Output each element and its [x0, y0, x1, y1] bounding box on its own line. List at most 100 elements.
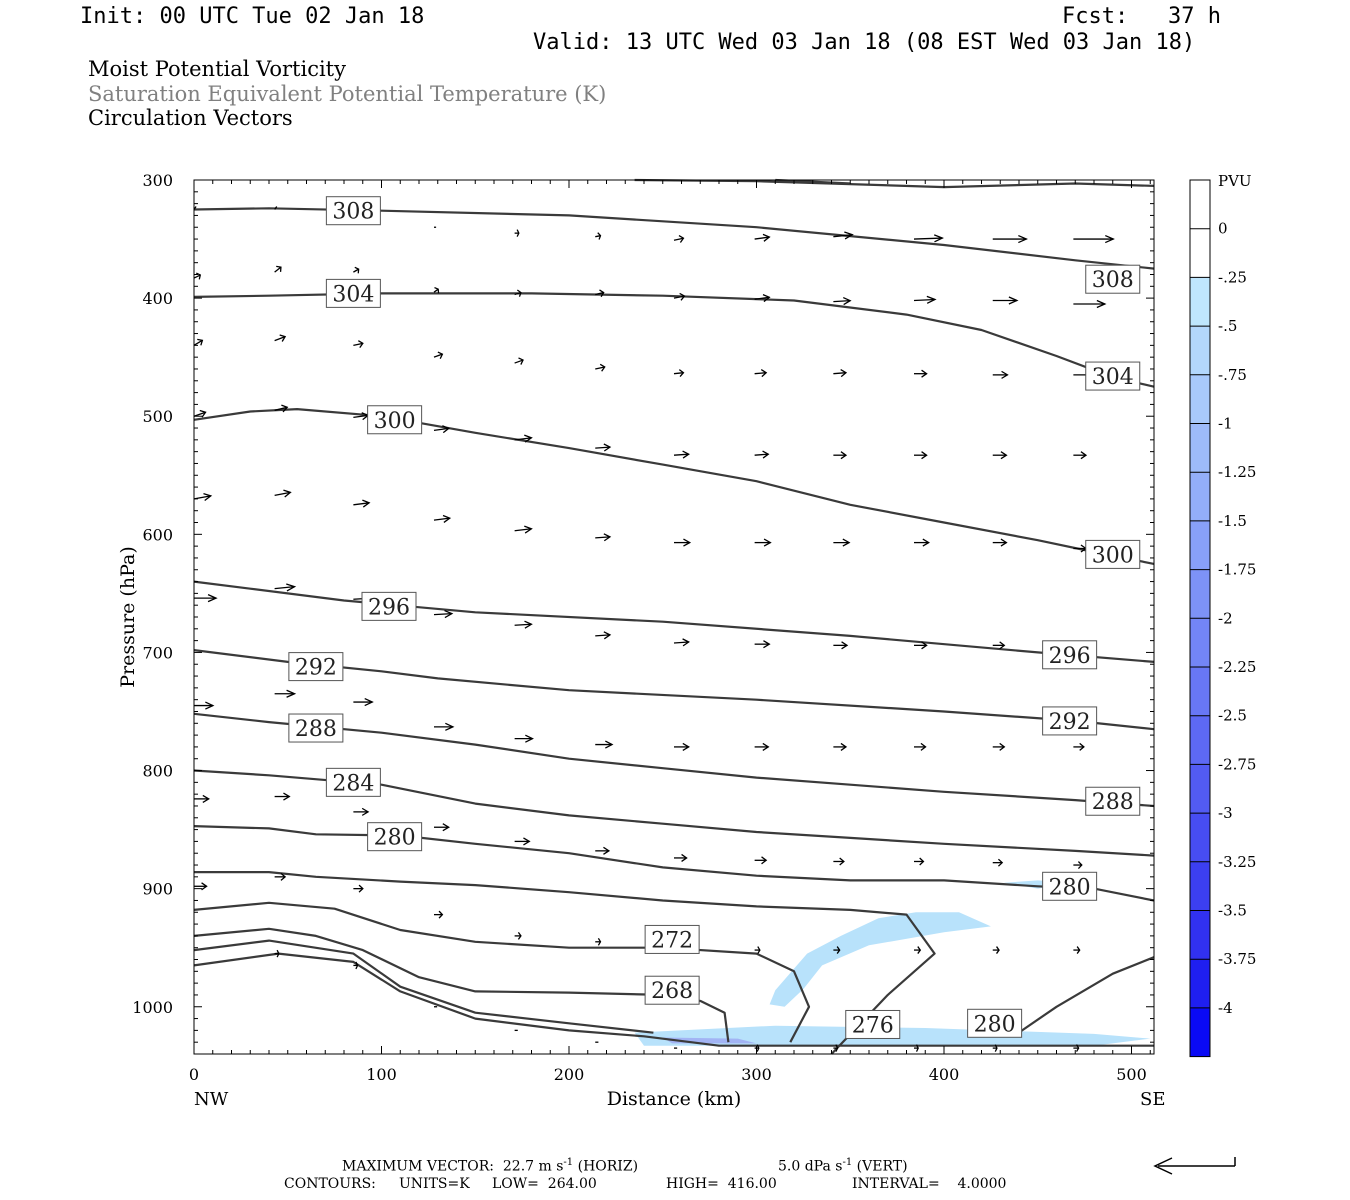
y-tick-500: 500 — [142, 407, 173, 426]
svg-text:288: 288 — [295, 717, 337, 742]
colorbar-label-7: -1.75 — [1218, 561, 1256, 579]
vector-arrow-48 — [274, 489, 292, 498]
x-end-label-right: SE — [1140, 1089, 1165, 1110]
vector-arrow-7 — [833, 231, 854, 240]
vector-arrow-39 — [514, 434, 533, 443]
max-vector-arrow-icon — [1153, 1157, 1236, 1175]
contours-units: UNITS=K — [399, 1176, 470, 1192]
vector-layer — [193, 206, 1115, 1052]
svg-text:268: 268 — [651, 979, 693, 1004]
vector-arrow-16 — [595, 289, 605, 298]
svg-text:280: 280 — [374, 826, 416, 851]
vector-arrow-17 — [673, 292, 686, 301]
vector-arrow-15 — [514, 289, 522, 297]
colorbar-label-14: -3.5 — [1218, 902, 1247, 920]
vector-arrow-27 — [514, 357, 524, 365]
vector-arrow-4 — [595, 232, 602, 240]
vector-arrow-36 — [274, 404, 289, 413]
vector-arrow-60 — [274, 583, 297, 592]
vector-arrow-51 — [514, 525, 533, 534]
svg-text:276: 276 — [852, 1013, 894, 1038]
colorbar-label-9: -2.25 — [1218, 658, 1256, 676]
vector-arrow-56 — [914, 538, 930, 547]
vector-arrow-1 — [274, 206, 278, 210]
vector-arrow-53 — [674, 538, 692, 547]
vector-arrow-71 — [194, 701, 215, 710]
colorbar-cell-7 — [1190, 520, 1210, 570]
vector-arrow-50 — [433, 514, 452, 523]
contour-label-308-0-0: 308 — [325, 196, 381, 226]
vector-arrow-38 — [433, 425, 450, 434]
vector-arrow-73 — [353, 697, 374, 707]
vector-arrow-31 — [833, 369, 848, 378]
contour-288-7 — [193, 712, 1155, 808]
contour-label-300-4-1: 300 — [1085, 539, 1141, 569]
colorbar-label-8: -2 — [1218, 609, 1233, 627]
vector-arrow-83 — [194, 794, 210, 803]
vector-arrow-103 — [833, 946, 841, 954]
vector-arrow-35 — [193, 409, 207, 418]
colorbar-cell-17 — [1190, 1007, 1210, 1057]
colorbar-cell-1 — [1190, 228, 1210, 278]
vector-arrow-55 — [833, 538, 851, 547]
init-time: Init: 00 UTC Tue 02 Jan 18 — [80, 4, 425, 29]
colorbar-cell-8 — [1190, 569, 1210, 619]
contours-interval: INTERVAL= 4.0000 — [852, 1176, 1007, 1192]
contour-272-12 — [193, 901, 811, 1043]
vector-arrow-102 — [754, 946, 761, 954]
vector-arrow-54 — [754, 538, 772, 547]
contour-label-284-8-0: 284 — [325, 767, 381, 797]
vector-arrow-93 — [992, 858, 1004, 867]
contour-label-layer: 308 308 304 304 300 300 296 296 292 292 288 288 284 2… — [288, 196, 1141, 1039]
vector-arrow-11 — [193, 272, 202, 280]
vector-arrow-59 — [194, 594, 218, 603]
colorbar-cell-15 — [1190, 910, 1210, 960]
colorbar-cell-16 — [1190, 959, 1210, 1008]
x-tick-0: 0 — [189, 1065, 199, 1084]
field-label-mpv: Moist Potential Vorticity — [88, 57, 346, 81]
vector-arrow-77 — [674, 742, 690, 751]
contour-label-280-9-2: 280 — [967, 1008, 1023, 1038]
colorbar-cell-6 — [1190, 472, 1210, 521]
vector-arrow-45 — [992, 451, 1008, 460]
vector-arrow-22 — [1073, 299, 1107, 309]
contour-label-272-12-0: 272 — [644, 924, 700, 954]
vector-arrow-25 — [353, 340, 364, 348]
contour-label-276-11-0: 276 — [845, 1009, 901, 1039]
vector-arrow-9 — [992, 234, 1028, 244]
contour-label-296-5-1: 296 — [1042, 640, 1098, 670]
vector-arrow-82 — [1073, 742, 1085, 751]
vector-arrow-33 — [992, 370, 1009, 379]
vector-arrow-97 — [353, 884, 364, 893]
vector-arrow-46 — [1073, 451, 1088, 460]
vector-arrow-108 — [353, 961, 359, 970]
colorbar-label-4: -1 — [1218, 415, 1233, 433]
forecast-hour: Fcst: 37 h — [1062, 4, 1221, 29]
colorbar-label-11: -2.75 — [1218, 755, 1256, 773]
svg-text:296: 296 — [1049, 644, 1091, 669]
pv-colorbar: 0 -.25 -.5 -.75 -1 -1.25 -1.5 -1.75 -2 -2.25 -2.5 -… — [1189, 179, 1256, 1058]
vector-arrow-106 — [1073, 946, 1081, 954]
vector-arrow-29 — [673, 369, 685, 378]
contour-300-4 — [193, 408, 1155, 565]
vector-arrow-66 — [754, 640, 771, 649]
field-label-vectors: Circulation Vectors — [88, 106, 293, 130]
vector-arrow-20 — [913, 295, 937, 304]
contour-260-15 — [193, 952, 1154, 1047]
svg-text:280: 280 — [974, 1012, 1016, 1037]
colorbar-cell-14 — [1190, 861, 1210, 911]
vector-arrow-5 — [673, 235, 685, 243]
vector-arrow-86 — [434, 823, 450, 832]
vector-arrow-52 — [595, 533, 612, 542]
vector-arrow-88 — [595, 846, 611, 855]
colorbar-cell-0 — [1190, 180, 1210, 229]
vector-arrow-32 — [914, 369, 928, 378]
colorbar-cell-10 — [1190, 667, 1210, 716]
colorbar-label-5: -1.25 — [1218, 463, 1256, 481]
contour-label-280-9-0: 280 — [367, 822, 423, 852]
vector-arrow-8 — [913, 234, 944, 243]
contours-label: CONTOURS: — [284, 1176, 376, 1192]
y-tick-900: 900 — [142, 880, 173, 899]
colorbar-label-10: -2.5 — [1218, 707, 1247, 725]
